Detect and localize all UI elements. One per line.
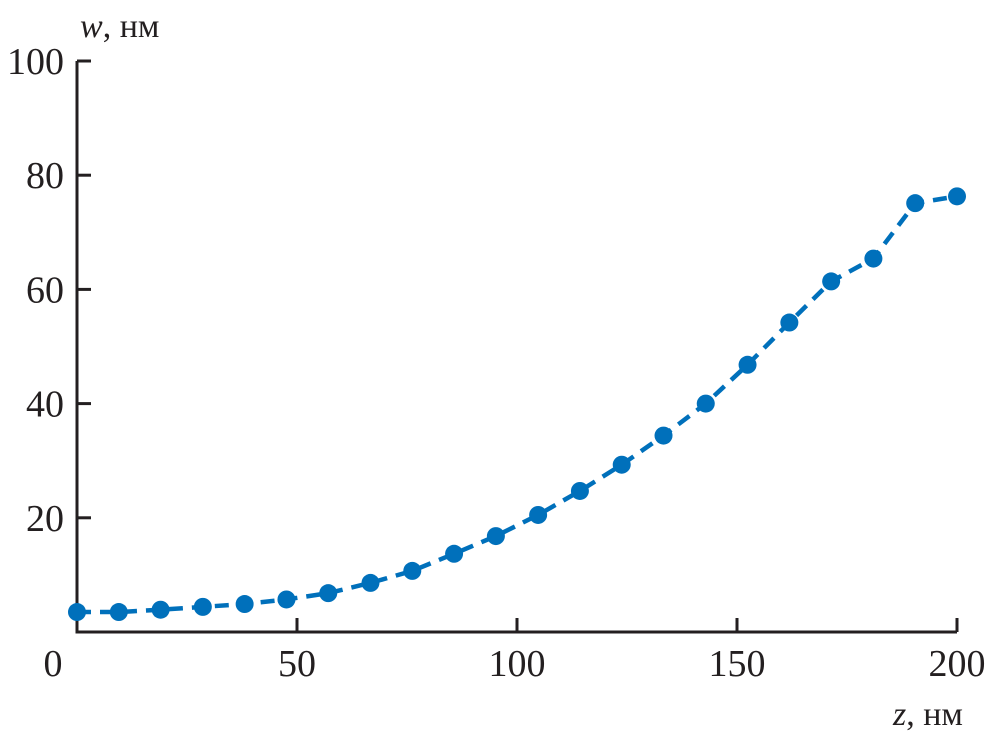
data-point [864,249,883,268]
data-point [529,505,548,524]
data-point [570,481,589,500]
data-point [612,455,631,474]
y-tick-label: 100 [7,41,64,83]
data-point [193,597,212,616]
data-point [906,194,925,213]
y-tick-label: 60 [26,269,64,311]
data-point [319,584,338,603]
data-point [403,561,422,580]
data-point [445,544,464,563]
x-tick-label: 100 [489,643,546,685]
y-axis-label: w, нм [80,8,159,45]
data-point [68,603,86,622]
data-point [151,600,170,619]
x-tick-label: 50 [278,643,316,685]
data-point [109,603,128,622]
y-tick-label: 20 [26,498,64,540]
y-tick-label: 80 [26,155,64,197]
data-point [277,590,296,609]
data-points [68,187,966,622]
y-tick-label: 40 [26,384,64,426]
data-point [948,187,966,206]
data-point [361,573,380,592]
data-point [738,355,757,374]
axes [75,61,957,634]
data-point [696,394,715,413]
data-point [235,595,254,614]
x-tick-label: 0 [44,643,63,685]
series-line [77,194,958,615]
x-axis-label: z, нм [892,696,963,733]
x-tick-label: 150 [709,643,766,685]
x-tick-label: 200 [929,643,986,685]
axis-lines [75,61,957,634]
data-point [654,426,673,445]
data-point [822,272,841,291]
ticks: 0 50 100 150 200 20 40 60 80 100 [7,41,986,685]
data-point [780,313,799,332]
data-point [486,527,505,546]
